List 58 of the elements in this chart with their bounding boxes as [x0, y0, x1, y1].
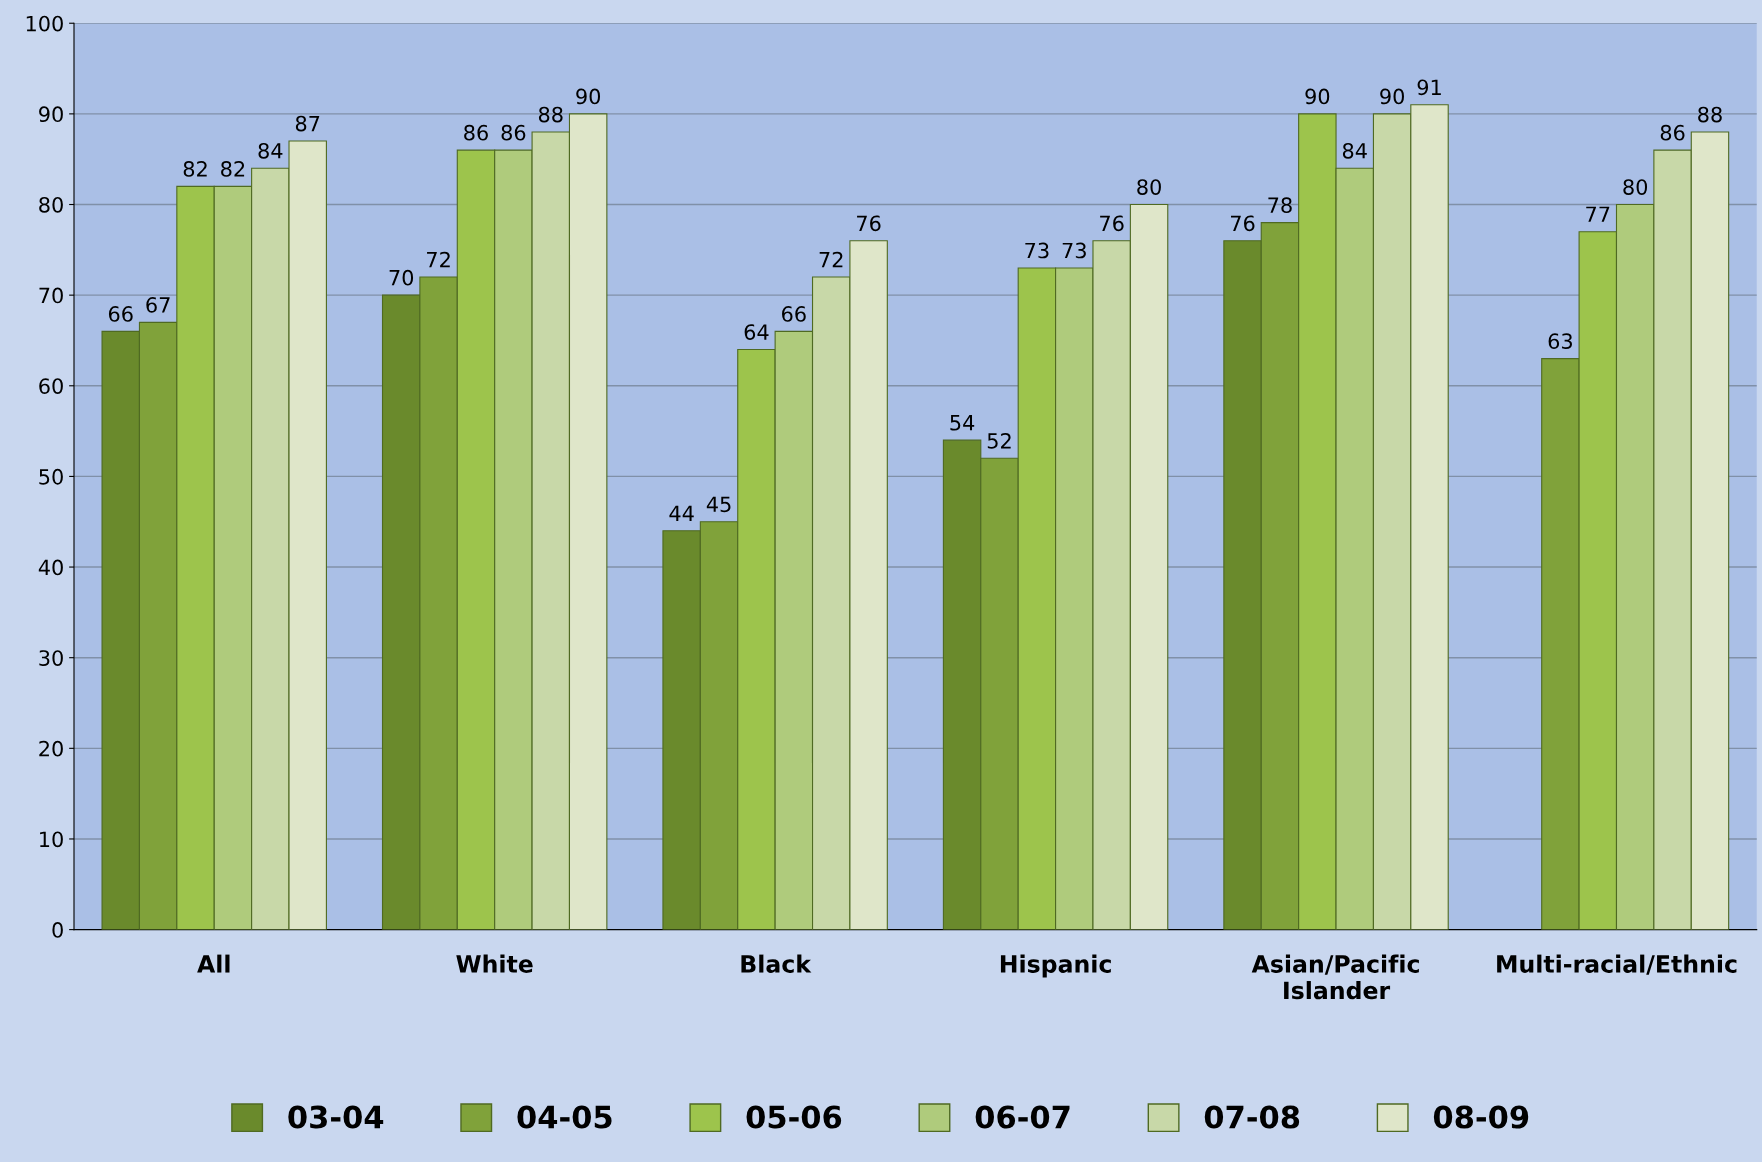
- data-label: 70: [389, 269, 414, 286]
- x-tick-label: Black: [741, 954, 812, 973]
- data-label: 82: [221, 161, 245, 177]
- legend-label: 07-08: [1204, 1105, 1300, 1129]
- data-label: 76: [1100, 215, 1124, 232]
- y-tick-label: 30: [39, 650, 63, 666]
- data-label: 77: [1586, 206, 1610, 222]
- data-label: 88: [1698, 106, 1722, 123]
- data-label: 87: [295, 115, 320, 132]
- data-label: 86: [501, 124, 526, 141]
- data-label: 88: [538, 106, 563, 123]
- legend-label: 08-09: [1433, 1105, 1529, 1129]
- data-label: 76: [1231, 215, 1255, 232]
- y-tick-label: 0: [52, 922, 63, 938]
- x-tick-label: White: [456, 954, 533, 973]
- data-label: 54: [950, 415, 975, 431]
- data-label: 91: [1417, 79, 1441, 96]
- data-label: 86: [464, 124, 488, 141]
- data-label: 82: [183, 161, 207, 177]
- data-label: 72: [819, 251, 843, 268]
- data-label: 52: [987, 432, 1011, 449]
- y-tick-label: 90: [39, 106, 63, 123]
- x-tick-label: Asian/Pacific Islander: [1251, 954, 1419, 1000]
- y-tick-label: 50: [39, 468, 63, 485]
- legend-label: 05-06: [746, 1105, 842, 1129]
- data-label: 78: [1268, 197, 1292, 214]
- data-label: 73: [1062, 242, 1086, 259]
- y-tick-label: 100: [26, 15, 63, 32]
- y-tick-label: 80: [39, 196, 63, 213]
- y-tick-label: 60: [39, 378, 63, 394]
- y-tick-label: 10: [40, 831, 63, 848]
- data-label: 84: [258, 142, 283, 159]
- data-label: 66: [782, 306, 806, 322]
- data-label: 90: [1305, 88, 1330, 105]
- data-label: 76: [857, 215, 881, 232]
- data-label: 80: [1623, 179, 1648, 195]
- x-tick-label: Multi-racial/Ethnic: [1497, 954, 1737, 975]
- y-tick-label: 70: [39, 287, 63, 304]
- legend-label: 03-04: [288, 1105, 384, 1129]
- data-label: 80: [1137, 179, 1161, 195]
- data-label: 73: [1025, 242, 1049, 259]
- data-label: 72: [427, 251, 450, 268]
- y-tick-label: 20: [39, 740, 63, 757]
- data-label: 90: [1380, 88, 1404, 105]
- data-label: 44: [669, 505, 694, 521]
- legend-label: 04-05: [517, 1105, 612, 1129]
- data-label: 66: [108, 306, 133, 322]
- x-tick-label: Hispanic: [1000, 954, 1111, 978]
- data-label: 45: [706, 496, 731, 513]
- data-label: 64: [744, 324, 769, 340]
- data-label: 63: [1548, 333, 1572, 349]
- data-label: 90: [576, 88, 601, 105]
- data-label: 84: [1342, 142, 1367, 159]
- legend-label: 06-07: [975, 1105, 1070, 1129]
- data-label: 67: [146, 296, 170, 313]
- x-tick-label: All: [197, 954, 230, 973]
- y-tick-label: 40: [38, 559, 63, 576]
- data-label: 86: [1660, 124, 1685, 141]
